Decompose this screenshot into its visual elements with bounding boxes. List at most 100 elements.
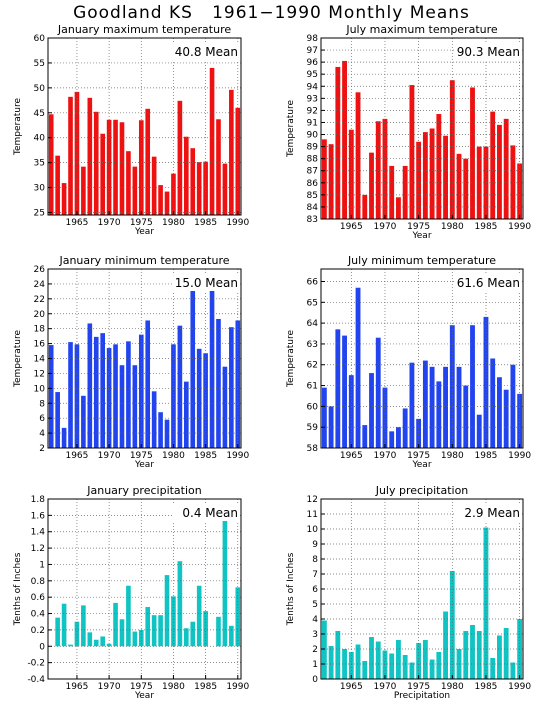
bar — [229, 89, 234, 215]
bar — [396, 427, 401, 448]
bar — [158, 412, 163, 448]
bar — [490, 658, 496, 679]
bar — [396, 197, 401, 219]
bar — [81, 605, 86, 647]
y-tick-label: 26 — [34, 265, 46, 275]
bar — [126, 151, 131, 215]
bar — [510, 145, 516, 219]
y-tick-label: 1.2 — [31, 544, 45, 554]
x-tick-label: 1975 — [407, 451, 430, 461]
bar — [190, 621, 196, 647]
bar — [209, 67, 215, 215]
bar — [61, 603, 67, 647]
y-tick-label: 93 — [307, 94, 318, 104]
mean-label-bg — [173, 505, 239, 521]
bar — [222, 517, 228, 647]
y-tick-label: 60 — [307, 402, 319, 412]
bar — [106, 643, 112, 647]
mean-label: 2.9 Mean — [464, 506, 520, 520]
x-tick-label: 1965 — [65, 451, 88, 461]
bar — [132, 631, 138, 647]
x-tick-label: 1980 — [162, 218, 185, 228]
bar — [362, 194, 368, 219]
bar — [416, 418, 422, 448]
x-tick-label: 1980 — [162, 682, 185, 692]
bar — [483, 316, 489, 448]
chart-panel-1: 25 30 35 40 45 50 55 60 1965 1970 1975 1980 1985 1990… — [13, 23, 250, 237]
y-tick-label: 62 — [307, 361, 318, 371]
bar — [369, 637, 374, 679]
bar — [196, 348, 202, 448]
bar — [369, 373, 374, 448]
bar — [510, 662, 516, 679]
mean-label: 61.6 Mean — [457, 276, 520, 290]
y-tick-label: 16 — [34, 340, 46, 350]
x-tick-label: 1965 — [65, 682, 88, 692]
y-tick-label: 30 — [34, 184, 46, 194]
y-tick-label: 1 — [39, 560, 45, 570]
bar — [216, 318, 221, 448]
bar — [119, 122, 125, 215]
mean-label: 15.0 Mean — [175, 276, 238, 290]
y-tick-label: 60 — [34, 34, 46, 44]
bar — [138, 629, 144, 647]
y-tick-label: 8 — [39, 399, 45, 409]
y-tick-label: 0.8 — [31, 577, 46, 587]
bar — [342, 60, 347, 220]
y-tick-label: 92 — [307, 106, 318, 116]
x-axis-label: Year — [134, 227, 154, 237]
bar — [422, 640, 428, 679]
bar — [382, 387, 388, 448]
y-tick-label: 0.6 — [31, 593, 46, 603]
bar — [470, 625, 475, 679]
y-tick-label: 22 — [34, 295, 45, 305]
y-axis-label: Tenths of Inches — [13, 552, 23, 626]
bar — [61, 427, 67, 448]
bar — [389, 165, 395, 219]
bar — [348, 652, 354, 679]
plot-frame — [320, 37, 524, 220]
y-tick-label: 90 — [307, 131, 319, 141]
bar — [443, 135, 448, 219]
bar — [132, 166, 138, 215]
bar — [196, 162, 202, 215]
y-tick-label: 83 — [307, 215, 318, 225]
bar — [503, 389, 509, 448]
bar — [490, 358, 496, 448]
bar — [375, 121, 381, 219]
bar — [177, 325, 183, 448]
bar — [443, 611, 448, 679]
x-tick-label: 1975 — [130, 682, 153, 692]
bar — [113, 602, 118, 647]
bar — [222, 366, 228, 448]
x-tick-label: 1970 — [374, 451, 397, 461]
bar — [490, 111, 496, 219]
bar — [510, 364, 516, 448]
y-tick-label: -0.2 — [27, 659, 45, 669]
y-tick-label: 65 — [307, 298, 318, 308]
bar — [145, 108, 151, 215]
bar — [335, 631, 341, 679]
y-tick-label: 97 — [307, 46, 318, 56]
y-tick-label: 6 — [312, 585, 318, 595]
bar — [158, 615, 163, 647]
y-tick-label: 61 — [307, 382, 318, 392]
bar — [470, 87, 475, 219]
bar — [48, 345, 54, 448]
y-tick-label: 84 — [307, 203, 319, 213]
page-title: Goodland KS 1961−1990 Monthly Means — [73, 3, 470, 23]
bar — [119, 365, 125, 448]
y-tick-label: 87 — [307, 167, 318, 177]
x-tick-label: 1970 — [98, 451, 121, 461]
plot-frame — [320, 268, 524, 449]
x-tick-label: 1965 — [340, 451, 363, 461]
y-tick-label: 4 — [312, 615, 318, 625]
mean-label-bg — [455, 44, 521, 60]
y-tick-label: 55 — [34, 59, 45, 69]
bar — [81, 395, 86, 448]
bar — [416, 141, 422, 219]
y-tick-label: 45 — [34, 109, 45, 119]
y-tick-label: 11 — [307, 510, 318, 520]
bar — [55, 392, 60, 448]
